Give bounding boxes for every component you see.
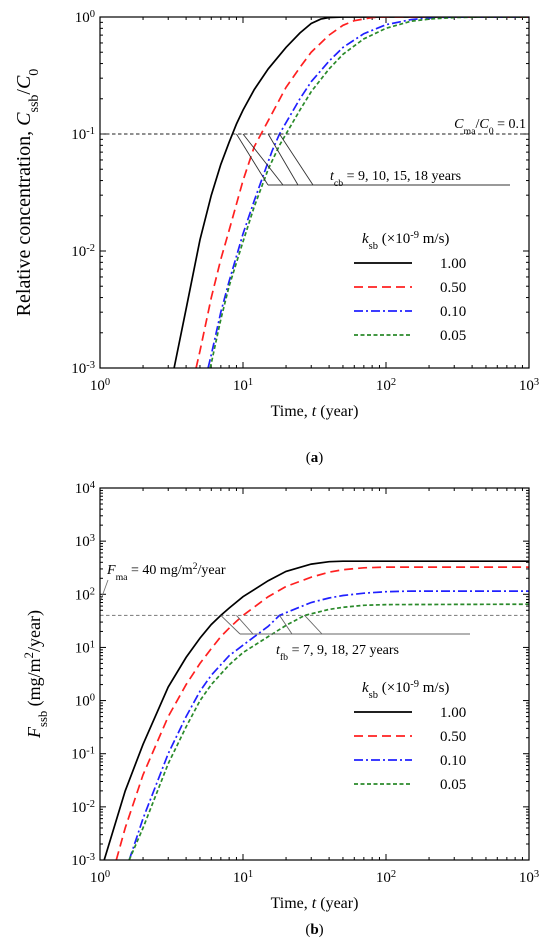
annotation-leader xyxy=(220,615,241,635)
series-line-1-00 xyxy=(103,560,529,860)
series-group xyxy=(103,560,529,860)
annotation-leader xyxy=(279,615,293,635)
series-line-1-00 xyxy=(173,17,529,368)
y-tick-label: 100 xyxy=(75,692,95,710)
x-tick-label: 101 xyxy=(233,869,253,887)
y-tick-label: 101 xyxy=(75,639,95,657)
chart-panel-b: tfb = 7, 9, 18, 27 years Fma = 40 mg/m2/y… xyxy=(22,480,539,939)
annotation-leaders xyxy=(236,133,510,186)
x-axis-label: Time, t (year) xyxy=(271,895,359,912)
threshold-label-leader xyxy=(99,579,109,603)
x-tick-label: 103 xyxy=(519,377,539,395)
annotation-label: tcb = 9, 10, 15, 18 years xyxy=(330,169,461,189)
y-tick-label: 10-1 xyxy=(71,126,95,144)
annotation-leader xyxy=(304,615,323,635)
tick-marks xyxy=(99,487,530,861)
legend-label: 0.10 xyxy=(440,753,466,769)
legend-label: 0.50 xyxy=(440,729,466,745)
legend-title: ksb (×10-9 m/s) xyxy=(362,230,449,252)
series-line-0-10 xyxy=(207,17,529,368)
series-line-0-50 xyxy=(115,566,529,860)
threshold-label: Cma/C0 = 0.1 xyxy=(454,117,526,137)
series-line-0-10 xyxy=(128,590,529,860)
y-tick-label: 10-1 xyxy=(71,745,95,763)
x-tick-label: 100 xyxy=(90,377,110,395)
x-tick-label: 100 xyxy=(90,869,110,887)
annotation-leader xyxy=(236,615,254,635)
y-tick-label: 104 xyxy=(75,480,96,498)
y-tick-label: 100 xyxy=(75,9,95,27)
annotation-leader xyxy=(236,133,269,186)
y-tick-label: 103 xyxy=(75,533,95,551)
y-axis-label: Fssb (mg/m2/year) xyxy=(22,610,50,739)
annotation-leaders xyxy=(220,615,470,635)
y-tick-label: 102 xyxy=(75,586,95,604)
panel-label: (b) xyxy=(305,922,323,938)
threshold-label: Fma = 40 mg/m2/year xyxy=(106,561,226,583)
y-tick-label: 10-2 xyxy=(71,243,95,261)
legend-label: 1.00 xyxy=(440,256,466,272)
plot-frame xyxy=(99,16,530,369)
plot-frame xyxy=(99,487,530,861)
legend-title: ksb (×10-9 m/s) xyxy=(362,679,449,701)
series-group xyxy=(173,17,529,368)
legend-label: 0.10 xyxy=(440,304,466,320)
x-tick-label: 102 xyxy=(376,869,396,887)
chart-panel-a: tcb = 9, 10, 15, 18 years Cma/C0 = 0.1 ksb… xyxy=(13,9,539,467)
x-tick-label: 102 xyxy=(376,377,396,395)
y-axis-label: Relative concentration, Cssb/C0 xyxy=(13,69,42,317)
x-tick-label: 103 xyxy=(519,869,539,887)
legend-label: 0.50 xyxy=(440,280,466,296)
x-axis-label: Time, t (year) xyxy=(271,403,359,420)
series-line-0-50 xyxy=(195,17,529,368)
x-tick-label: 101 xyxy=(233,377,253,395)
annotation-leader xyxy=(242,133,284,186)
y-tick-label: 10-3 xyxy=(71,360,95,378)
series-line-0-05 xyxy=(209,17,529,368)
y-tick-label: 10-2 xyxy=(71,798,95,816)
panel-label: (a) xyxy=(306,450,324,466)
legend-label: 0.05 xyxy=(440,777,466,793)
annotation-label: tfb = 7, 9, 18, 27 years xyxy=(276,643,399,663)
legend-label: 1.00 xyxy=(440,705,466,721)
annotation-leader xyxy=(267,133,299,186)
y-tick-label: 10-3 xyxy=(71,852,95,870)
annotation-leader xyxy=(279,133,314,186)
series-line-0-05 xyxy=(128,603,529,860)
legend-label: 0.05 xyxy=(440,328,466,344)
